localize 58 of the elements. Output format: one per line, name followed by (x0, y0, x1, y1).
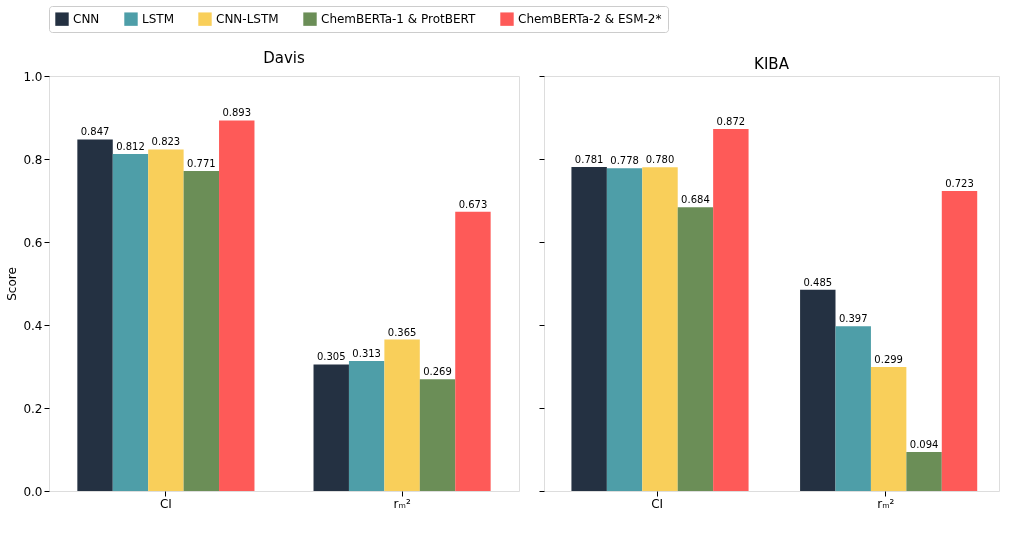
data-label: 0.823 (151, 136, 181, 148)
bar (642, 167, 678, 491)
y-tick-label: 0.0 (23, 484, 43, 499)
data-label: 0.847 (80, 126, 110, 138)
x-tick-label: rₘ² (877, 496, 895, 511)
bar (112, 154, 149, 491)
data-label: 0.673 (458, 198, 488, 210)
data-label: 0.778 (610, 155, 639, 167)
y-axis-title: Score (5, 267, 20, 301)
y-tick-label: 0.6 (23, 235, 43, 250)
chart-title: KIBA (754, 54, 790, 73)
y-tick-label: 1.0 (23, 69, 43, 84)
data-label: 0.771 (187, 158, 216, 170)
data-label: 0.872 (716, 116, 746, 128)
bar (870, 366, 907, 491)
data-label: 0.812 (116, 141, 145, 153)
chart-title: Davis (263, 49, 305, 67)
bar (183, 171, 220, 491)
y-tick-label: 0.4 (23, 318, 43, 333)
data-label: 0.269 (423, 366, 452, 378)
x-tick-label: rₘ² (393, 496, 411, 511)
bar (906, 451, 942, 491)
legend-label: CNN (73, 12, 100, 27)
data-label: 0.780 (645, 154, 675, 166)
data-label: 0.781 (574, 153, 604, 165)
data-label: 0.397 (838, 313, 868, 325)
bar (455, 211, 491, 491)
bar (77, 139, 113, 491)
data-label: 0.299 (874, 353, 903, 365)
legend-label: CNN-LSTM (216, 12, 279, 27)
data-label: 0.313 (352, 348, 381, 360)
bar (835, 326, 871, 491)
bar (219, 120, 255, 491)
bar (313, 364, 349, 491)
y-tick-label: 0.2 (23, 401, 43, 416)
bar (419, 379, 456, 491)
bar (384, 339, 420, 491)
legend-label: ChemBERTa-1 & ProtBERT (321, 12, 477, 27)
data-label: 0.365 (387, 326, 417, 338)
legend-label: LSTM (142, 12, 174, 27)
bar (348, 361, 385, 491)
bar (713, 129, 749, 491)
y-tick-label: 0.8 (23, 152, 43, 167)
data-label: 0.723 (945, 177, 974, 189)
data-label: 0.485 (803, 276, 833, 288)
data-label: 0.094 (909, 438, 939, 450)
data-label: 0.305 (316, 351, 346, 363)
bar (148, 149, 184, 491)
bar (571, 166, 607, 491)
bar (606, 168, 643, 491)
x-tick-label: CI (159, 496, 172, 511)
data-label: 0.893 (222, 107, 252, 119)
x-tick-label: CI (651, 496, 664, 511)
bar (941, 190, 978, 491)
bar (677, 207, 714, 491)
data-label: 0.684 (681, 194, 710, 206)
legend-label: ChemBERTa-2 & ESM-2* (518, 12, 662, 27)
bar (800, 289, 836, 491)
